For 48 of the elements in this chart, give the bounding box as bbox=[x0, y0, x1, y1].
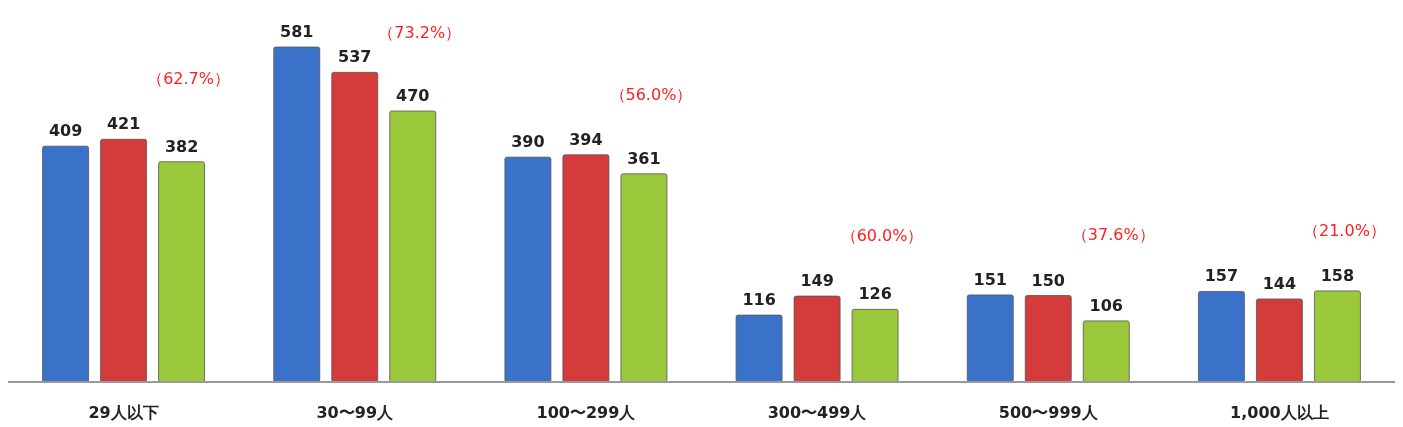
x-tick-label: 500〜999人 bbox=[998, 403, 1099, 422]
annotation: （21.0%） bbox=[1303, 220, 1386, 240]
data-label: 361 bbox=[627, 148, 661, 168]
bar bbox=[1082, 320, 1130, 383]
data-label: 421 bbox=[106, 114, 141, 134]
bar bbox=[331, 71, 379, 383]
data-label: 106 bbox=[1089, 295, 1123, 315]
bar bbox=[966, 294, 1014, 383]
data-label: 116 bbox=[742, 290, 776, 310]
x-tick-label: 1,000人以上 bbox=[1230, 403, 1329, 422]
annotation: （56.0%） bbox=[609, 84, 693, 104]
annotation: （37.6%） bbox=[1071, 224, 1155, 244]
bar bbox=[504, 156, 552, 383]
bar bbox=[562, 154, 610, 383]
data-label: 470 bbox=[396, 86, 430, 105]
bar bbox=[158, 161, 205, 383]
data-label: 158 bbox=[1320, 265, 1355, 285]
x-tick-label: 29人以下 bbox=[88, 403, 159, 422]
data-label: 382 bbox=[164, 136, 199, 156]
bar bbox=[735, 314, 783, 383]
bar bbox=[273, 46, 321, 383]
data-label: 409 bbox=[48, 121, 83, 141]
data-label: 149 bbox=[800, 271, 834, 291]
bar bbox=[1314, 290, 1361, 383]
bar bbox=[620, 173, 668, 383]
data-label: 126 bbox=[858, 284, 892, 304]
bar bbox=[1024, 295, 1072, 383]
bar bbox=[1256, 298, 1303, 383]
data-label: 150 bbox=[1031, 270, 1065, 290]
x-tick-label: 300〜499人 bbox=[767, 403, 868, 422]
text: （73.2%） bbox=[378, 23, 462, 42]
x-tick-label: 30〜99人 bbox=[316, 403, 395, 422]
data-label: 581 bbox=[280, 22, 314, 41]
data-label: 144 bbox=[1262, 273, 1297, 293]
data-label: 157 bbox=[1204, 266, 1239, 286]
data-label: 390 bbox=[511, 132, 545, 152]
x-tick-label: 100〜299人 bbox=[536, 403, 637, 422]
bar bbox=[100, 138, 147, 383]
data-label: 151 bbox=[973, 269, 1007, 289]
annotation: （62.7%） bbox=[147, 69, 230, 89]
bar bbox=[1198, 291, 1245, 383]
data-label: 537 bbox=[338, 47, 372, 67]
bar bbox=[42, 145, 89, 383]
data-label: 394 bbox=[569, 129, 603, 149]
bar bbox=[851, 308, 899, 383]
annotation: （60.0%） bbox=[840, 226, 924, 246]
bar bbox=[793, 295, 841, 383]
bar bbox=[389, 110, 437, 383]
